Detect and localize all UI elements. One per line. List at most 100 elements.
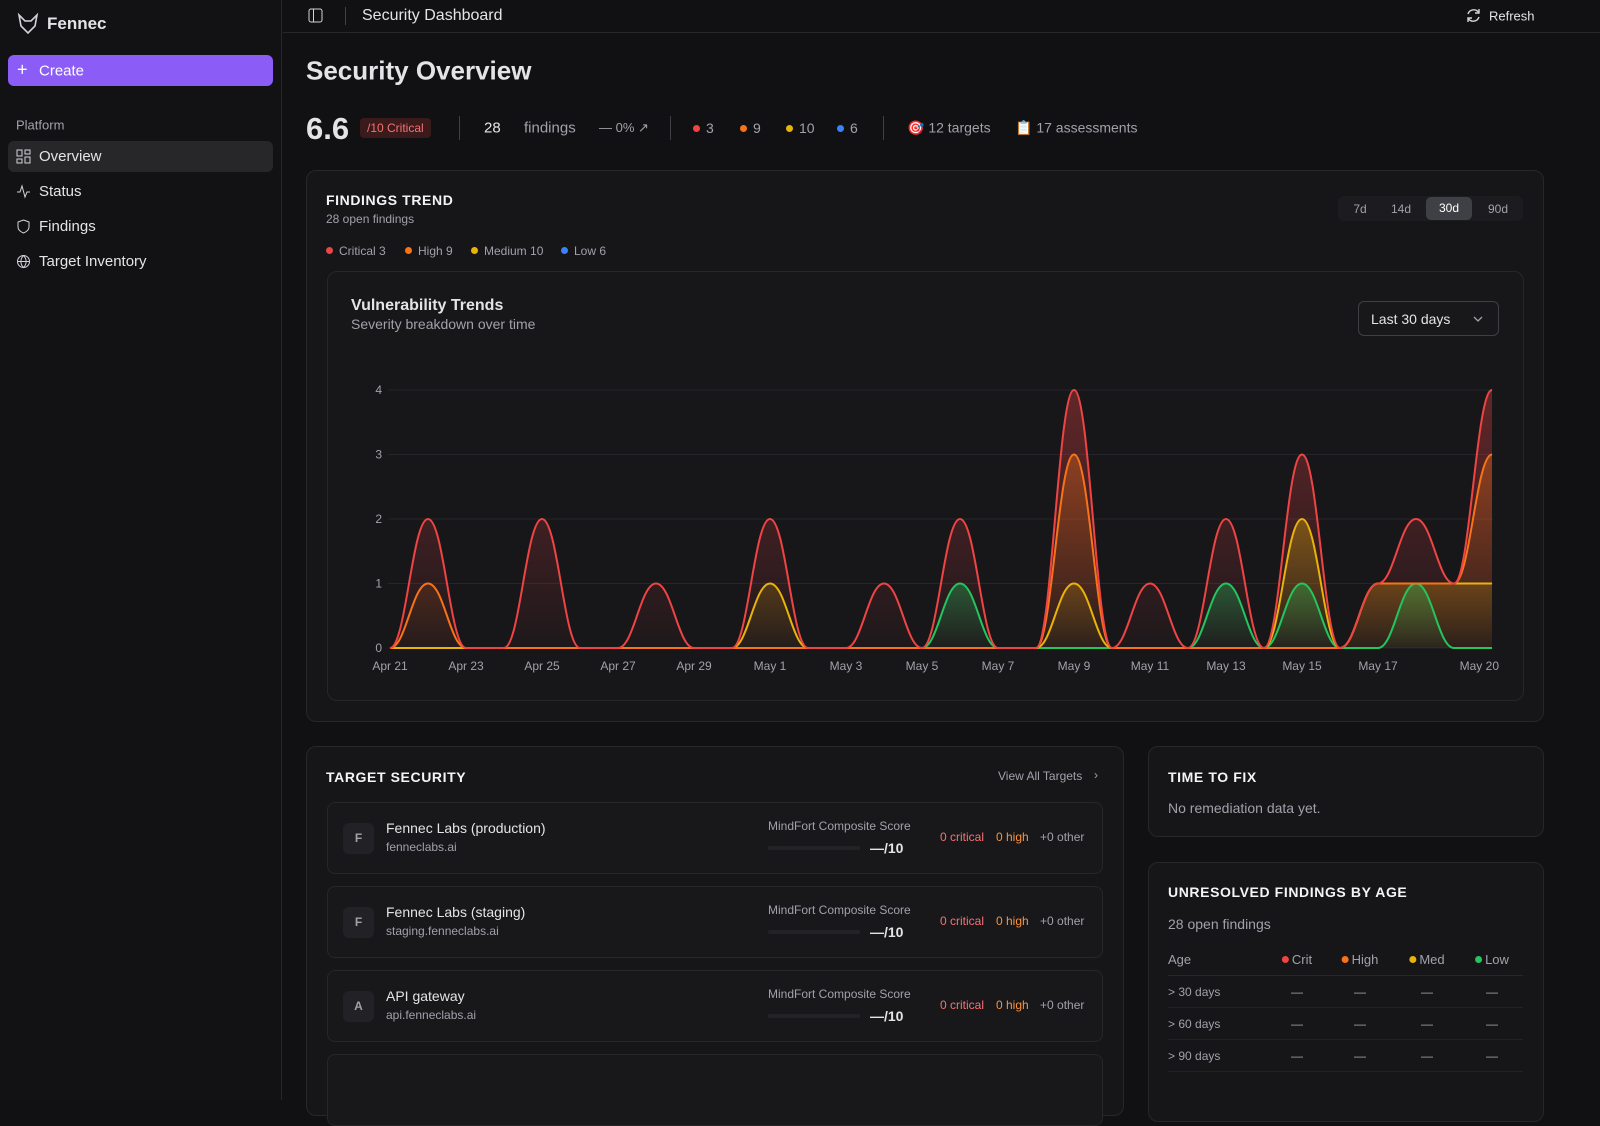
range-tab[interactable]: 90d <box>1487 202 1509 216</box>
nav-item[interactable]: Findings <box>8 211 273 242</box>
target-row[interactable] <box>327 802 1103 874</box>
severity-count: 6 <box>837 120 858 136</box>
table-cell: — <box>1486 1017 1498 1031</box>
target-host: staging.fenneclabs.ai <box>386 924 499 938</box>
column-header: Age <box>1168 952 1191 967</box>
time-to-fix-card <box>1148 746 1544 837</box>
x-tick-label: May 5 <box>906 659 939 673</box>
score-bar <box>768 1014 860 1018</box>
score: 6.6 <box>306 111 350 146</box>
score-label: MindFort Composite Score <box>768 987 911 1001</box>
nav-label: Findings <box>39 218 96 235</box>
column-header: Crit <box>1281 952 1312 967</box>
x-tick-label: Apr 21 <box>372 659 408 673</box>
legend-item: Critical 3 <box>326 244 386 258</box>
critical-count: 0 critical <box>940 998 985 1012</box>
divider <box>345 7 346 25</box>
create-button[interactable] <box>8 55 273 86</box>
x-tick-label: May 13 <box>1206 659 1246 673</box>
plus-icon: + <box>17 59 28 80</box>
y-tick-label: 3 <box>375 448 382 462</box>
legend-label: Low 6 <box>574 244 607 258</box>
count: 10 <box>799 120 815 136</box>
refresh-icon[interactable] <box>1466 8 1481 23</box>
logo <box>17 12 39 35</box>
score-bar <box>768 930 860 934</box>
create-label[interactable]: Create <box>39 62 85 80</box>
target-row[interactable] <box>327 970 1103 1042</box>
page-title: Security Dashboard <box>362 7 503 24</box>
chart: 0 1 2 3 4 Apr 21 Apr 23 Apr 25 Apr 27 Apr 29 May 1… <box>372 383 1500 673</box>
legend-label: High 9 <box>418 244 453 258</box>
refresh-label[interactable]: Refresh <box>1489 8 1535 24</box>
card-subtitle: 28 open findings <box>1168 916 1271 932</box>
score-label: MindFort Composite Score <box>768 903 911 917</box>
x-tick-label: May 20 <box>1460 659 1500 673</box>
high-count: 0 high <box>996 914 1029 928</box>
range-tab[interactable]: 30d <box>1426 197 1472 220</box>
view-all-link[interactable]: View All Targets <box>998 769 1083 783</box>
score-badge: /10 Critical <box>360 118 431 138</box>
x-tick-label: Apr 29 <box>676 659 712 673</box>
divider <box>459 116 460 140</box>
table-cell: — <box>1291 1017 1303 1031</box>
header-label: Low <box>1485 952 1509 967</box>
chevron <box>1473 316 1483 322</box>
area <box>390 519 1492 648</box>
x-tick-label: May 17 <box>1358 659 1398 673</box>
y-tick-label: 4 <box>375 383 382 397</box>
target-initial: A <box>343 991 374 1022</box>
table-cell: > 60 days <box>1168 1017 1221 1031</box>
nav-item[interactable]: Status <box>8 176 273 207</box>
column-header: Low <box>1475 952 1509 967</box>
table-cell: — <box>1486 985 1498 999</box>
legend-item: Medium 10 <box>471 244 543 258</box>
target-host: api.fenneclabs.ai <box>386 1008 477 1022</box>
x-tick-label: Apr 27 <box>600 659 636 673</box>
legend-label: Critical 3 <box>339 244 386 258</box>
target-row[interactable] <box>327 1054 1103 1126</box>
icon <box>17 219 30 234</box>
section-label: Platform <box>16 117 65 133</box>
x-tick-label: May 9 <box>1058 659 1091 673</box>
findings-label: findings <box>524 119 576 137</box>
range-tab[interactable]: 14d <box>1390 202 1412 216</box>
target-row[interactable] <box>327 886 1103 958</box>
other-count: +0 other <box>1040 830 1085 844</box>
empty-state: No remediation data yet. <box>1168 800 1321 816</box>
y-tick-label: 2 <box>375 512 382 526</box>
table-cell: > 90 days <box>1168 1049 1221 1063</box>
target-initial: F <box>343 907 374 938</box>
sidebar-toggle[interactable] <box>308 8 323 23</box>
column-header: Med <box>1409 952 1445 967</box>
other-count: +0 other <box>1040 998 1085 1012</box>
legend-item: High 9 <box>405 244 453 258</box>
brand: Fennec <box>47 14 107 33</box>
x-tick-label: May 1 <box>754 659 787 673</box>
legend-item: Low 6 <box>561 244 606 258</box>
table-cell: — <box>1291 985 1303 999</box>
critical-count: 0 critical <box>940 914 985 928</box>
nav-item[interactable]: Target Inventory <box>8 246 273 277</box>
icon <box>16 149 31 164</box>
change: — 0% ↗ <box>599 120 649 135</box>
table-rule <box>1168 1007 1523 1008</box>
count: 6 <box>850 120 858 136</box>
line <box>389 388 1493 650</box>
table-cell: — <box>1421 985 1433 999</box>
target-name: Fennec Labs (production) <box>386 820 546 836</box>
period-label[interactable]: Last 30 days <box>1371 311 1451 327</box>
target-host: fenneclabs.ai <box>386 840 457 854</box>
nav-label: Target Inventory <box>39 253 147 270</box>
findings-count: 28 <box>484 119 501 137</box>
table-rule <box>1168 1071 1523 1072</box>
card-title: UNRESOLVED FINDINGS BY AGE <box>1168 884 1408 900</box>
table-cell: — <box>1421 1017 1433 1031</box>
column-header: High <box>1341 952 1378 967</box>
age-card <box>1148 862 1544 1122</box>
x-tick-label: May 3 <box>830 659 863 673</box>
nav-item[interactable]: Overview <box>8 141 273 172</box>
chevron: › <box>1094 768 1098 782</box>
range-tab[interactable]: 7d <box>1353 202 1367 216</box>
other-count: +0 other <box>1040 914 1085 928</box>
